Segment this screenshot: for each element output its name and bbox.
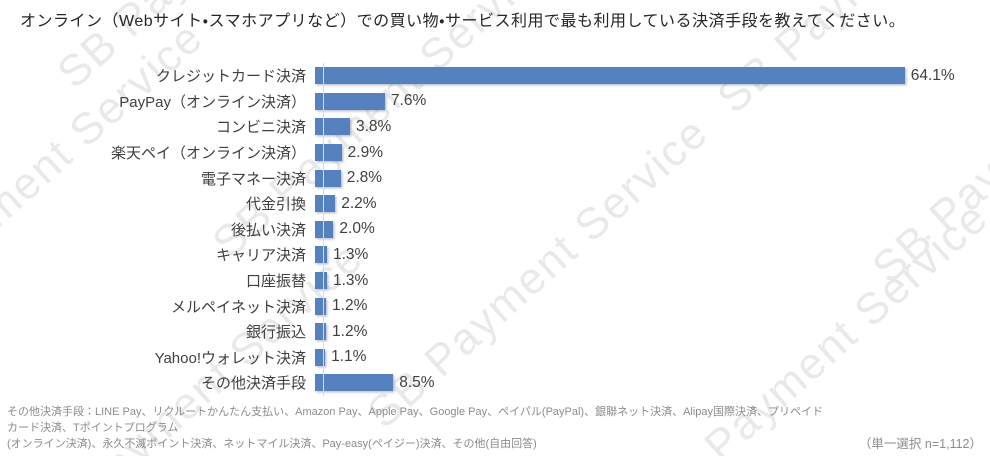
bar-row: 電子マネー決済 2.8% [0,165,990,191]
bar-row: メルペイネット決済 1.2% [0,293,990,319]
category-label: クレジットカード決済 [155,68,306,86]
bar [315,118,350,136]
bar-chart: クレジットカード決済 64.1% PayPay（オンライン決済） 7.6% コンビニ決済… [0,63,990,396]
value-label: 64.1% [910,66,955,84]
category-label: 電子マネー決済 [200,170,306,188]
bar [315,220,334,238]
category-label: コンビニ決済 [215,119,306,137]
bar-row: 楽天ペイ（オンライン決済） 2.9% [0,140,990,166]
value-label: 2.2% [341,194,377,212]
category-label: Yahoo!ウォレット決済 [154,349,306,367]
bar [315,195,336,213]
bar [315,374,394,392]
category-label: 銀行振込 [245,324,306,342]
bar-row: キャリア決済 1.3% [0,242,990,268]
bar-row: 代金引換 2.2% [0,191,990,217]
bar-row: 後払い決済 2.0% [0,217,990,243]
value-label: 1.2% [332,297,368,315]
bar-row: コンビニ決済 3.8% [0,114,990,140]
category-label: キャリア決済 [215,247,306,265]
category-label: メルペイネット決済 [170,298,306,316]
value-label: 1.1% [331,348,367,366]
bar [315,144,342,162]
value-label: 2.8% [346,169,383,187]
bar-row: その他決済手段 8.5% [0,370,990,396]
category-label: PayPay（オンライン決済） [119,93,306,111]
category-label: 口座振替 [245,273,306,291]
bar [315,297,327,315]
value-label: 2.9% [347,143,384,161]
bar [315,169,341,187]
value-label: 2.0% [339,220,375,238]
sample-note: （単一選択 n=1,112） [858,437,982,451]
chart-title: オンライン（Webサイト・スマホアプリなど）での買い物・サービス利用で最も利用し… [20,13,906,30]
bar-row: 銀行振込 1.2% [0,319,990,345]
bar [315,246,327,264]
bar-row: PayPay（オンライン決済） 7.6% [0,89,990,115]
category-label: 楽天ペイ（オンライン決済） [110,145,306,163]
value-label: 8.5% [399,373,435,391]
bar [315,272,327,290]
y-axis-line [323,63,324,396]
value-label: 1.2% [332,322,368,340]
bar-rows: クレジットカード決済 64.1% PayPay（オンライン決済） 7.6% コンビニ決済… [0,63,990,396]
value-label: 7.6% [390,92,427,110]
value-label: 1.3% [332,245,369,263]
bar [315,67,905,85]
bar [315,323,327,341]
value-label: 3.8% [355,117,392,135]
bar-row: Yahoo!ウォレット決済 1.1% [0,345,990,371]
category-label: 代金引換 [245,196,306,214]
category-label: 後払い決済 [230,221,306,239]
footnote-line-1: その他決済手段：LINE Pay、リクルートかんたん支払い、Amazon Pay… [7,406,824,435]
footnote: その他決済手段：LINE Pay、リクルートかんたん支払い、Amazon Pay… [7,405,827,453]
category-label: その他決済手段 [200,375,306,393]
bar-row: クレジットカード決済 64.1% [0,63,990,89]
bar-row: 口座振替 1.3% [0,268,990,294]
footnote-line-2: (オンライン決済)、永久不滅ポイント決済、ネットマイル決済、Pay-easy(ペ… [7,438,537,451]
bar [315,348,326,366]
bar [315,92,385,110]
value-label: 1.3% [332,271,369,289]
